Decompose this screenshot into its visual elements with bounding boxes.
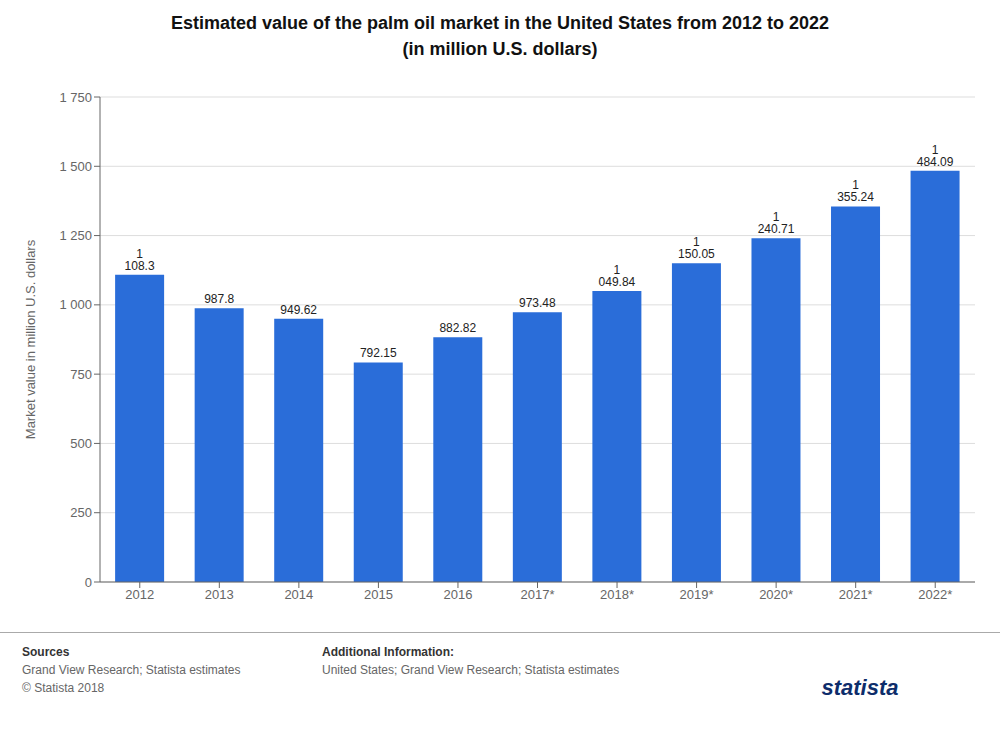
svg-text:1 750: 1 750 [59, 90, 92, 105]
svg-text:2012: 2012 [125, 587, 154, 602]
html-text:Estimated value of the palm oi: Estimated value of the palm oil market i… [170, 13, 830, 33]
svg-text:2014: 2014 [284, 587, 313, 602]
svg-text:882.82: 882.82 [439, 321, 476, 335]
svg-text:2018*: 2018* [600, 587, 634, 602]
svg-text:2017*: 2017* [521, 587, 555, 602]
svg-text:2021*: 2021* [839, 587, 873, 602]
svg-text:2013: 2013 [205, 587, 234, 602]
svg-text:2020*: 2020* [759, 587, 793, 602]
html-text:Additional Information:: Additional Information: [322, 645, 454, 659]
html-text:United States; Grand View Rese: United States; Grand View Research; Stat… [322, 663, 620, 677]
svg-text:250: 250 [70, 505, 92, 520]
svg-text:1108.3: 1108.3 [125, 247, 155, 273]
svg-text:2015: 2015 [364, 587, 393, 602]
svg-text:0: 0 [85, 575, 92, 590]
svg-text:2022*: 2022* [918, 587, 952, 602]
svg-text:750: 750 [70, 367, 92, 382]
svg-text:792.15: 792.15 [360, 346, 397, 360]
svg-text:949.62: 949.62 [280, 303, 317, 317]
svg-text:2016: 2016 [443, 587, 472, 602]
svg-text:1240.71: 1240.71 [758, 210, 795, 236]
svg-text:1 000: 1 000 [59, 297, 92, 312]
html-text:Sources: Sources [22, 645, 70, 659]
svg-text:1355.24: 1355.24 [837, 178, 874, 204]
html-text:© Statista 2018: © Statista 2018 [22, 681, 105, 695]
html-text:(in million U.S. dollars): (in million U.S. dollars) [402, 39, 598, 59]
svg-text:1 250: 1 250 [59, 228, 92, 243]
svg-text:987.8: 987.8 [204, 292, 234, 306]
html-text:Grand View Research; Statista: Grand View Research; Statista estimates [22, 663, 241, 677]
svg-text:2019*: 2019* [680, 587, 714, 602]
svg-text:1484.09: 1484.09 [917, 143, 954, 169]
svg-text:500: 500 [70, 436, 92, 451]
svg-text:1150.05: 1150.05 [678, 235, 715, 261]
svg-text:1 500: 1 500 [59, 159, 92, 174]
svg-text:Market value in million U.S. d: Market value in million U.S. dollars [23, 239, 38, 439]
html-text:statista: statista [821, 675, 899, 700]
svg-text:973.48: 973.48 [519, 296, 556, 310]
svg-text:1049.84: 1049.84 [599, 263, 636, 289]
